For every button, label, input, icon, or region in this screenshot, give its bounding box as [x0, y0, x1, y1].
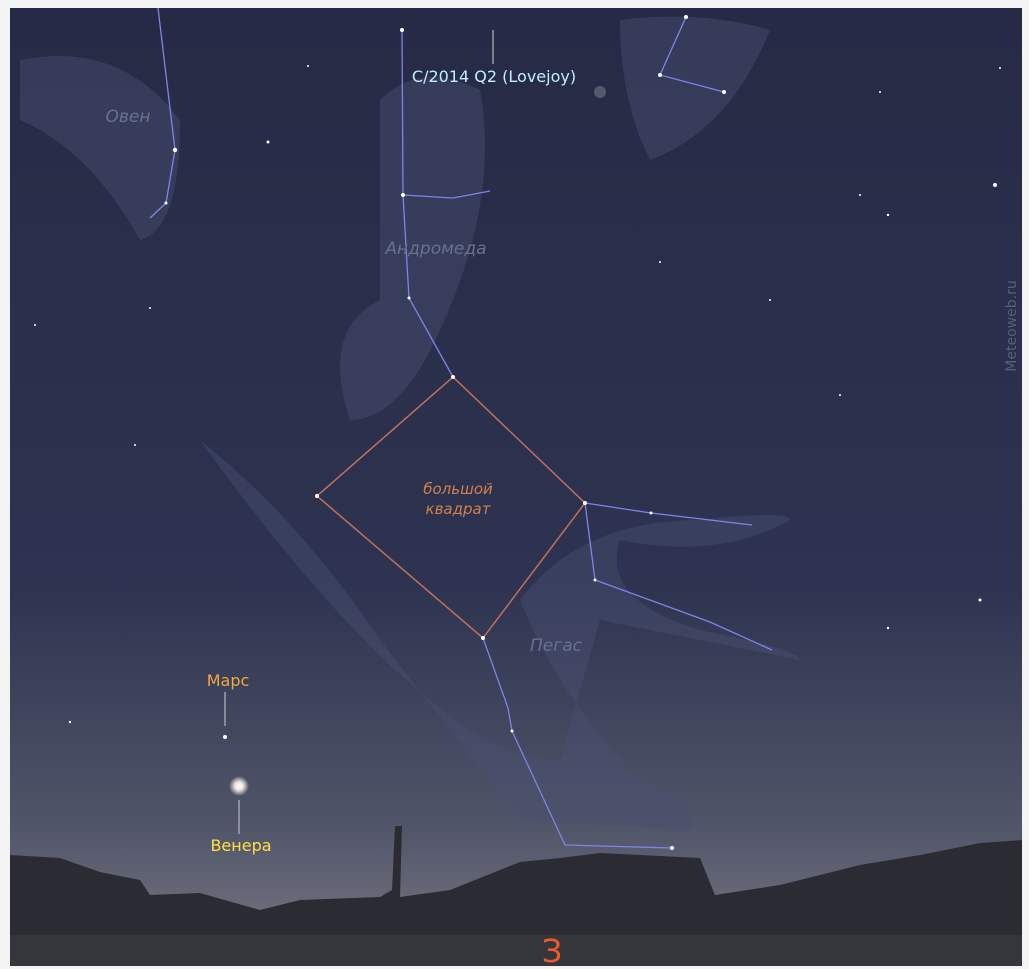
ground: [10, 935, 1022, 966]
stars: [34, 65, 1001, 724]
venus-label: Венера: [210, 836, 271, 855]
direction-label: З: [542, 932, 563, 969]
horizon: [10, 826, 1022, 966]
pointer-lines: [224, 30, 494, 834]
watermark: Meteoweb.ru: [1004, 280, 1020, 371]
pegasus-label: Пегас: [530, 636, 583, 656]
constellation-art: [20, 16, 800, 830]
aries-label: Овен: [106, 107, 151, 127]
square-label: квадрат: [426, 500, 492, 518]
andromeda-label: Андромеда: [384, 239, 486, 259]
venus: [229, 776, 249, 796]
comet-label: C/2014 Q2 (Lovejoy): [412, 67, 576, 86]
sky: [10, 8, 1022, 966]
constellation-stars: [164, 15, 726, 850]
square-label: большой: [423, 480, 493, 498]
mars-label: Марс: [207, 671, 250, 690]
